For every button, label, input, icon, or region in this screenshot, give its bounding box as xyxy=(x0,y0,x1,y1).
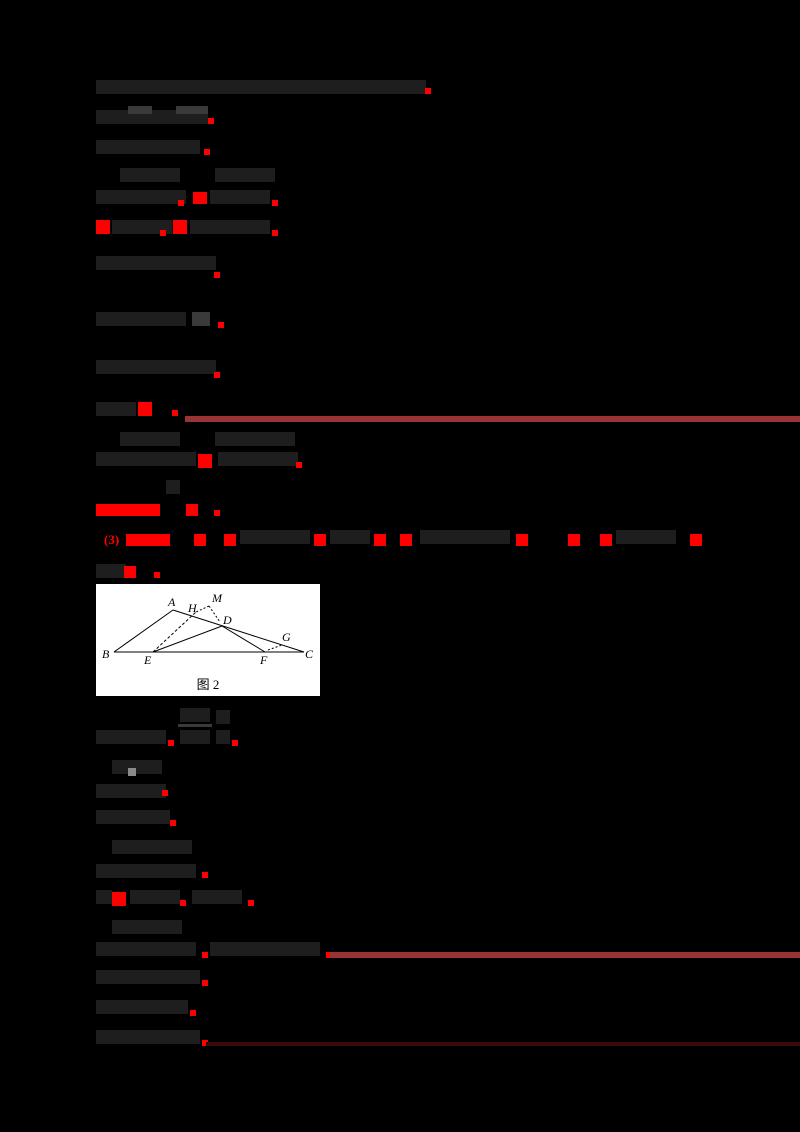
point-label-b: B xyxy=(102,647,110,661)
divider-rule-3 xyxy=(206,1042,800,1046)
geometry-figure: A H M D G B E F C 图 2 xyxy=(96,584,320,696)
divider-rule-1 xyxy=(185,416,800,422)
point-label-a: A xyxy=(167,595,176,609)
point-label-d: D xyxy=(222,613,232,627)
point-label-f: F xyxy=(259,653,268,667)
point-label-g: G xyxy=(282,630,291,644)
divider-rule-2 xyxy=(330,952,800,958)
point-label-c: C xyxy=(305,647,314,661)
point-label-h: H xyxy=(187,601,198,615)
point-label-e: E xyxy=(143,653,152,667)
point-label-m: M xyxy=(211,591,223,605)
figure-caption: 图 2 xyxy=(196,677,220,692)
section-marker: (3) xyxy=(104,532,120,547)
